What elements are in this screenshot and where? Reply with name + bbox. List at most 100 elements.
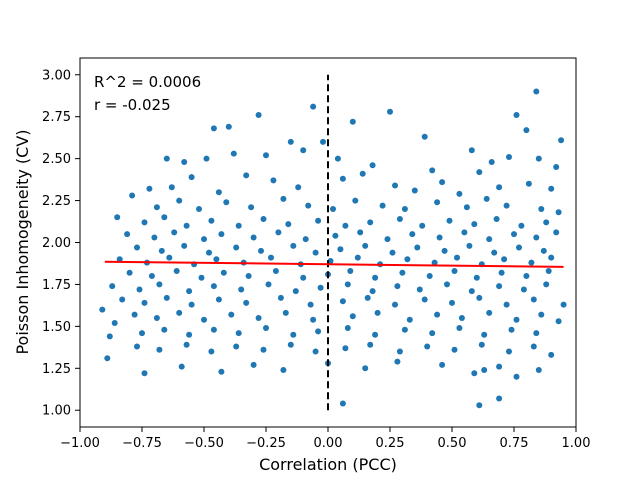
data-point [131,311,138,318]
data-point [364,294,371,301]
data-point [315,217,322,224]
data-point [208,348,215,355]
data-point [483,195,490,202]
data-point [396,216,403,222]
data-point [478,341,485,348]
data-point [272,268,279,274]
y-tick-label: 1.00 [42,404,71,419]
data-point [503,301,510,308]
data-point [468,147,475,154]
data-point [290,331,297,338]
data-point [233,244,240,251]
data-point [220,269,227,276]
data-point [473,274,480,281]
data-point [116,256,123,263]
y-tick-label: 2.00 [42,236,71,251]
data-point [201,316,207,323]
data-point [513,112,520,118]
data-point [558,137,565,144]
y-tick-label: 2.75 [42,110,71,125]
data-point [243,172,250,179]
data-point [503,202,510,209]
data-point [263,325,269,331]
data-point [456,325,463,331]
data-point [501,256,508,263]
x-tick-label: 0.25 [376,436,405,451]
data-point [210,326,217,333]
data-point [218,231,225,238]
r-annotation: r = -0.025 [94,96,171,114]
data-point [362,242,369,249]
data-point [188,301,195,308]
data-point [476,294,483,301]
data-point [238,286,245,293]
data-point [456,190,463,197]
data-point [426,273,433,279]
data-point [201,236,207,243]
data-point [488,159,495,165]
data-point [119,296,126,303]
data-point [161,214,168,221]
data-point [270,177,277,184]
data-point [434,199,441,206]
data-point [476,169,483,176]
data-point [352,197,359,204]
data-point [215,189,222,196]
data-point [506,348,512,355]
data-point [538,206,545,212]
data-point [310,316,317,323]
data-point [183,341,190,348]
data-point [496,184,503,191]
data-point [334,155,341,162]
data-point [260,346,267,353]
data-point [511,231,517,238]
data-point [548,351,555,358]
data-point [181,159,188,165]
data-point [129,192,136,199]
data-point [178,363,185,370]
data-point [518,222,525,229]
y-tick-label: 2.25 [42,194,71,209]
data-point [245,273,252,279]
data-point [471,370,478,377]
data-point [146,185,153,192]
data-point [235,222,242,229]
data-point [163,155,170,162]
data-point [106,333,113,340]
data-point [354,254,361,261]
x-tick-label: 1.00 [562,436,591,451]
data-point [513,316,520,323]
data-point [206,249,212,256]
data-point [223,199,230,206]
data-point [525,180,532,187]
data-point [543,281,550,288]
data-point [215,296,222,303]
y-tick-label: 3.00 [42,68,71,83]
data-point [228,311,235,318]
data-point [151,234,158,241]
regression-line [104,260,564,268]
plot-frame [79,57,577,428]
data-point [315,328,322,335]
data-point [540,247,547,254]
data-point [496,363,503,370]
data-point [282,309,289,316]
data-point [439,361,446,368]
data-point [367,219,374,226]
data-point [342,345,349,352]
data-point [533,88,540,95]
data-point [136,286,143,293]
data-point [498,269,505,276]
data-point [543,219,550,226]
data-point [156,346,163,353]
data-point [424,343,431,350]
data-point [285,221,292,228]
data-point [449,299,455,306]
x-tick-label: −0.50 [184,436,224,451]
data-point [357,229,364,236]
data-point [225,123,232,130]
data-point [374,309,381,316]
data-point [496,395,503,402]
data-point [168,184,175,191]
